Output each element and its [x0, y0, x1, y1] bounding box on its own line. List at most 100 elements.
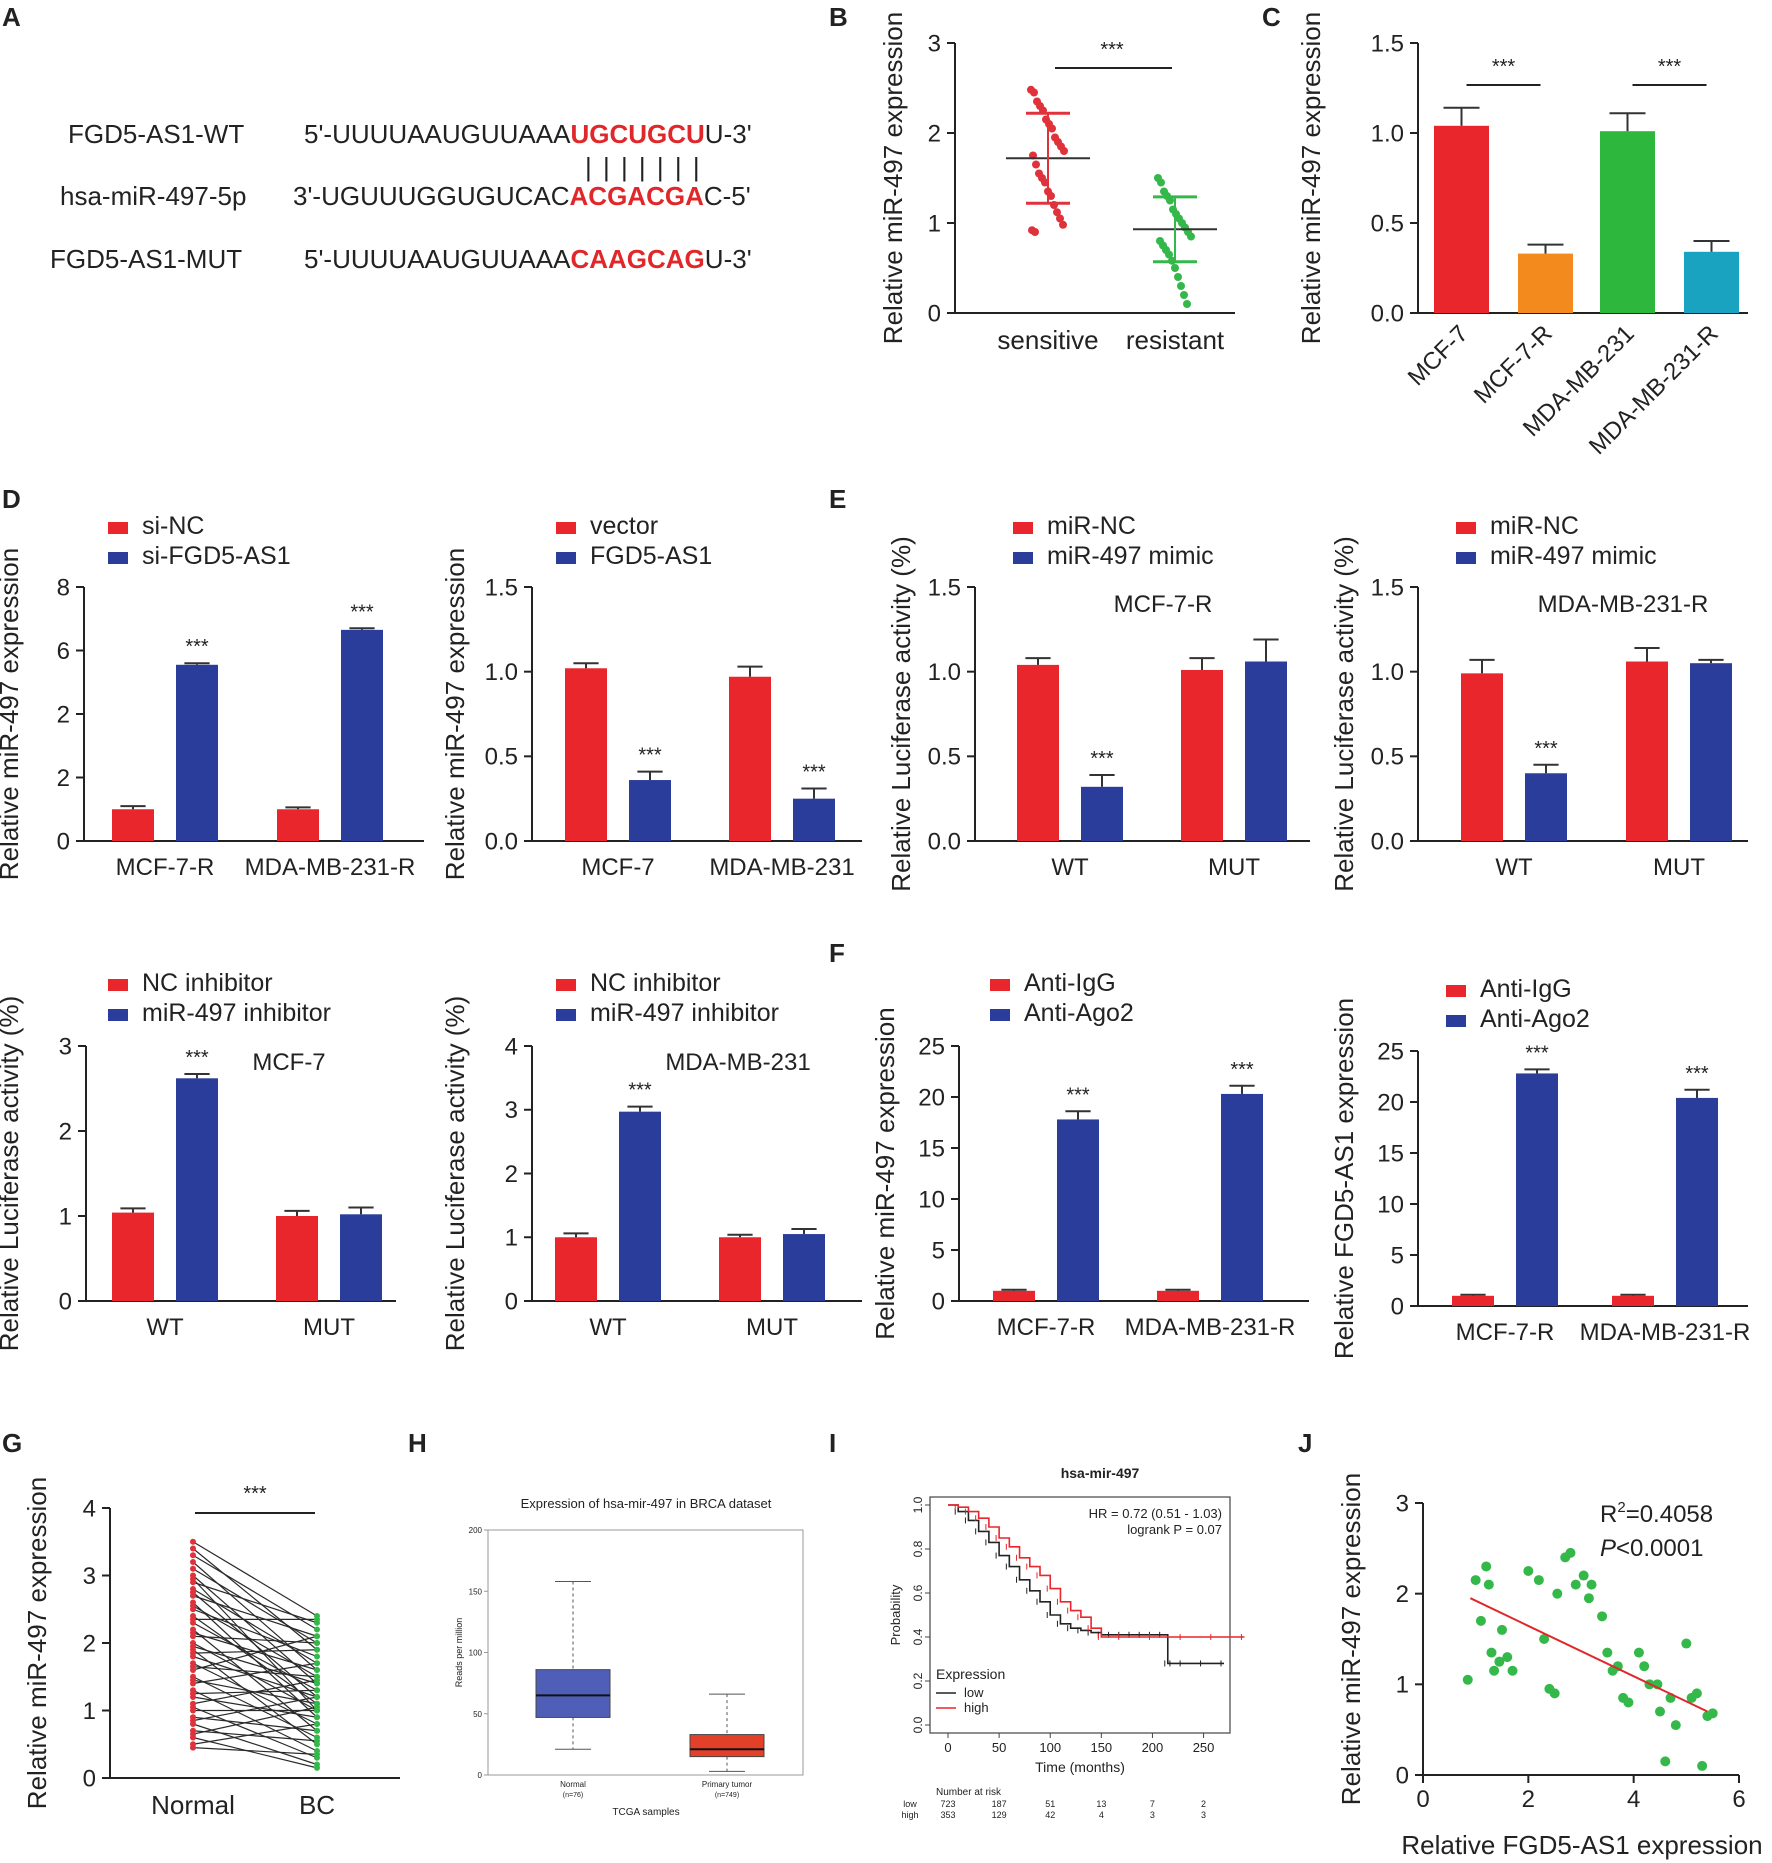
- base-pairing-lines: | | | | | | |: [585, 152, 702, 182]
- y-tick-label: 1.0: [1371, 120, 1404, 147]
- y-axis-label: Relative Luciferase activity (%): [1329, 536, 1359, 891]
- y-tick-label: 0: [1396, 1762, 1409, 1789]
- y-tick-label: 15: [1377, 1140, 1404, 1167]
- data-point: [1177, 282, 1185, 290]
- data-point: [1570, 1579, 1581, 1590]
- x-category-label: WT: [146, 1314, 184, 1341]
- y-tick-label: 1.5: [1371, 574, 1404, 601]
- panel-label-b: B: [829, 2, 848, 32]
- bar-si-nc: [277, 809, 319, 841]
- bar-mir-497-mimic: [1245, 661, 1287, 841]
- y-tick-label: 1.0: [928, 659, 961, 686]
- bc-point: [314, 1640, 320, 1646]
- legend-label: si-NC: [142, 512, 205, 540]
- y-tick-label: 0: [1391, 1293, 1404, 1320]
- significance-mark: ***: [1525, 1042, 1549, 1064]
- normal-point: [190, 1667, 196, 1673]
- y-tick-label: 4: [505, 1033, 518, 1060]
- legend-swatch-mir-nc: [1013, 522, 1033, 534]
- data-point: [1586, 1579, 1597, 1590]
- y-tick-label: 0.0: [485, 828, 518, 855]
- risk-count: 3: [1150, 1810, 1155, 1820]
- data-point: [1660, 1756, 1671, 1767]
- box-0: [535, 1669, 611, 1718]
- data-point: [1183, 300, 1191, 308]
- y-axis-label: Relative miR-497 expression: [1336, 1473, 1366, 1805]
- y-tick-label: 0: [83, 1765, 96, 1792]
- regression-line: [1469, 1597, 1708, 1713]
- y-tick-label: 4: [83, 1495, 96, 1522]
- y-tick-label: 0.0: [928, 828, 961, 855]
- paired-line: [192, 1662, 318, 1685]
- bar-mir-497-mimic: [1081, 786, 1123, 841]
- legend-title: Expression: [936, 1666, 1005, 1682]
- chart-d1: 0 2 2 6 8 Relative miR-497 expression si-NCsi-…: [0, 512, 424, 881]
- legend-label: NC inhibitor: [142, 969, 273, 997]
- risk-count: 2: [1201, 1799, 1206, 1809]
- y-axis-label: Relative Luciferase activity (%): [440, 996, 470, 1351]
- bar-anti-igg: [993, 1290, 1035, 1301]
- cell-line-annotation: MDA-MB-231-R: [1538, 591, 1709, 618]
- y-tick-label: 0.0: [911, 1716, 925, 1733]
- y-tick-label: 0: [932, 1288, 945, 1315]
- bar-anti-igg: [1157, 1290, 1199, 1301]
- legend-swatch-nc-inhibitor: [108, 979, 128, 991]
- paired-line: [192, 1595, 318, 1637]
- data-point: [1489, 1665, 1500, 1676]
- r-squared-value: =0.4058: [1626, 1501, 1713, 1528]
- panel-label-j: J: [1298, 1428, 1312, 1458]
- x-category-label: MCF-7: [581, 854, 654, 881]
- seq-wt-suffix: U-3': [705, 119, 752, 149]
- legend-label: si-FGD5-AS1: [142, 542, 291, 570]
- legend-swatch-anti-igg: [990, 979, 1010, 991]
- x-tick-label: 50: [992, 1740, 1006, 1755]
- paired-line: [192, 1736, 318, 1769]
- legend-label: Anti-Ago2: [1480, 1005, 1590, 1033]
- y-tick-label: 1: [505, 1225, 518, 1252]
- y-tick-label: 1.5: [928, 574, 961, 601]
- y-axis-label: Reads per million: [454, 1618, 464, 1688]
- risk-row-label: low: [903, 1799, 917, 1809]
- seq-name-mir: hsa-miR-497-5p: [60, 181, 246, 211]
- bar-nc-inhibitor: [719, 1237, 761, 1301]
- x-category-label: WT: [1051, 854, 1089, 881]
- bar-mir-497-inhibitor: [176, 1078, 218, 1301]
- x-category-label: MUT: [1653, 854, 1705, 881]
- significance-mark: ***: [1492, 56, 1516, 78]
- legend-swatch-anti-ago2: [990, 1009, 1010, 1021]
- y-tick-label: 1.5: [485, 574, 518, 601]
- bc-point: [314, 1727, 320, 1734]
- x-tick-label: 200: [1142, 1740, 1164, 1755]
- panel-label-a: A: [2, 2, 21, 32]
- bar-anti-ago2: [1516, 1073, 1558, 1306]
- x-category-label: WT: [589, 1314, 627, 1341]
- y-axis-label: Relative miR-497 expression: [22, 1477, 52, 1809]
- x-category-label: MCF-7-R: [116, 854, 215, 881]
- bc-point: [314, 1694, 320, 1700]
- paired-line: [192, 1696, 318, 1722]
- charts-layer: 0 2 2 6 8 Relative miR-497 expression si-NCsi-…: [0, 12, 1763, 1860]
- bar-mir-nc: [1626, 661, 1668, 841]
- x-category-label: MUT: [303, 1314, 355, 1341]
- y-tick-label: 3: [1396, 1490, 1409, 1517]
- seq-name-wt: FGD5-AS1-WT: [68, 119, 244, 149]
- bar-mir-497-mimic: [1525, 773, 1567, 841]
- x-tick-label: 0: [1416, 1786, 1429, 1813]
- x-category-label: MCF-7-R: [1456, 1319, 1555, 1346]
- x-category-label: MUT: [746, 1314, 798, 1341]
- normal-point: [190, 1744, 196, 1751]
- chart-b: 0 1 2 3 Relative miR-497 expression sensitive…: [878, 12, 1235, 355]
- chart-f2: 0 5 10 15 20 25 Relative FGD5-AS1 expression An…: [1329, 975, 1750, 1359]
- data-point: [1552, 1588, 1563, 1599]
- data-point: [1507, 1665, 1518, 1676]
- y-axis-label: Relative Luciferase activity (%): [886, 536, 916, 891]
- normal-point: [190, 1721, 196, 1727]
- data-point: [1497, 1624, 1507, 1635]
- data-point: [1681, 1638, 1692, 1649]
- bar-mir-497-inhibitor: [619, 1111, 661, 1301]
- x-category-label: sensitive: [997, 325, 1098, 355]
- panel-label-d: D: [2, 484, 21, 514]
- data-point: [1056, 214, 1064, 223]
- y-tick-label: 2: [1396, 1581, 1409, 1608]
- p-symbol: P: [1600, 1535, 1616, 1562]
